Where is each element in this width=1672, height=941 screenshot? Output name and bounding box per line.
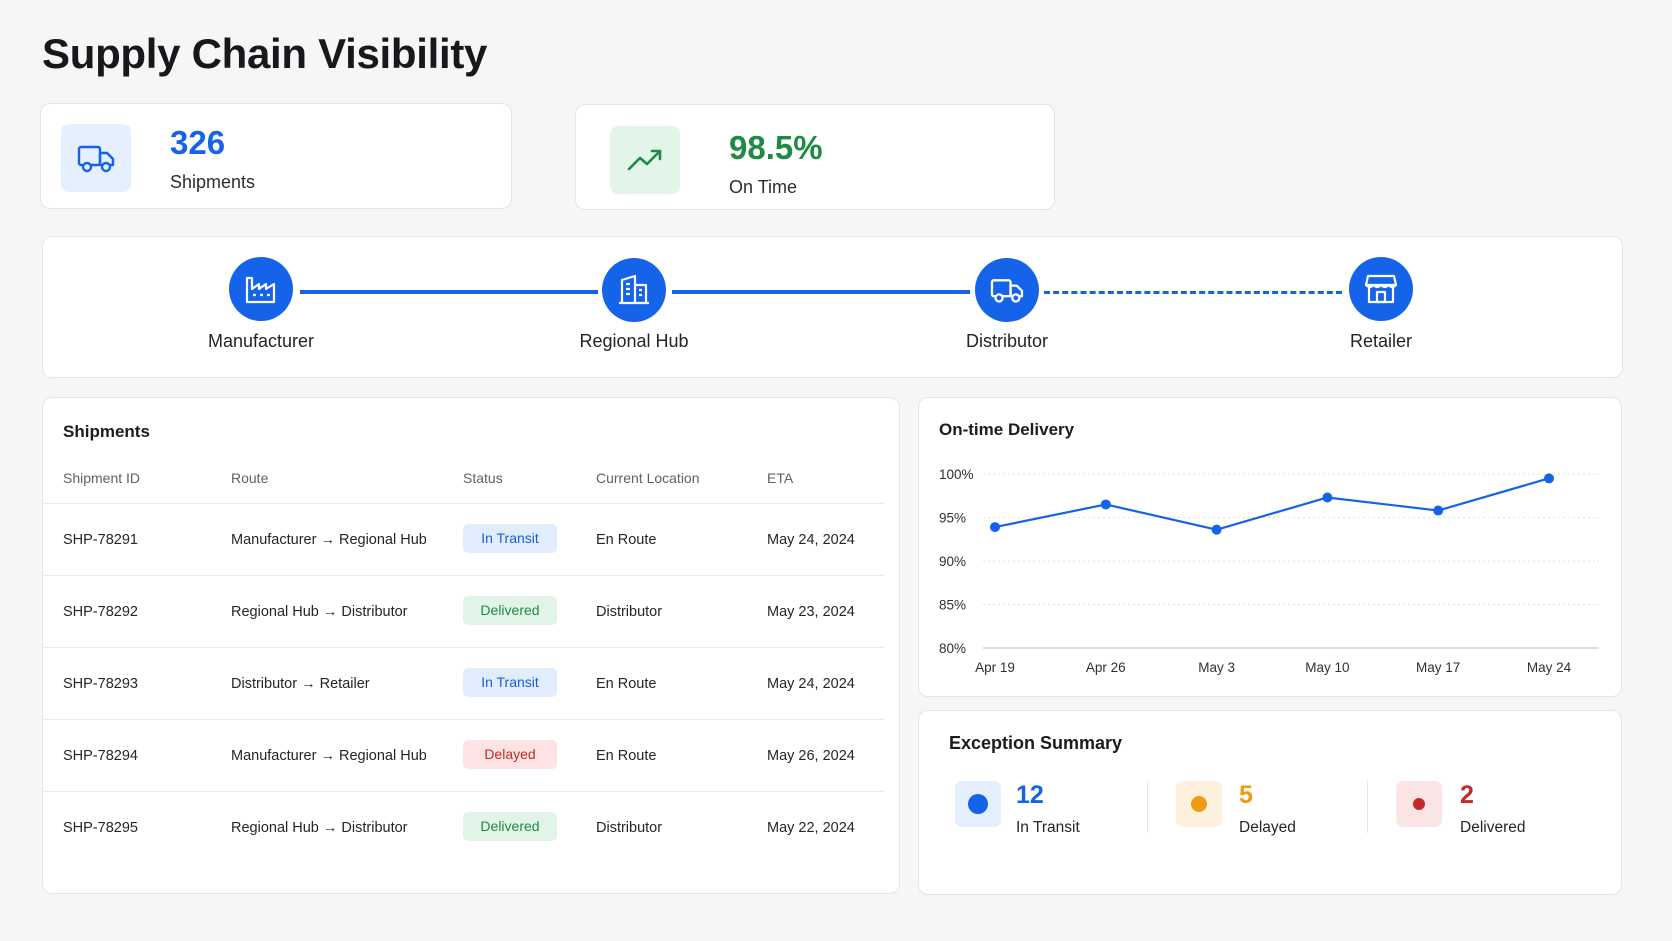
status-badge: Delivered — [463, 596, 557, 625]
series-line — [994, 477, 1550, 531]
cell-shipment-id: SHP-78294 — [63, 748, 138, 764]
x-tick-label: May 3 — [1198, 660, 1235, 675]
delayed-dot-icon — [1176, 781, 1222, 827]
truck-icon — [61, 124, 131, 192]
y-tick-label: 90% — [939, 554, 966, 569]
data-point — [1100, 499, 1111, 510]
y-tick-label: 100% — [939, 467, 974, 482]
x-tick-label: Apr 26 — [1086, 660, 1126, 675]
cell-eta: May 24, 2024 — [767, 532, 855, 548]
kpi-on-time-label: On Time — [729, 177, 798, 197]
exception-label-delayed: Delayed — [1239, 819, 1296, 836]
cell-route: Regional Hub → Distributor — [231, 604, 408, 620]
shipments-table-title: Shipments — [63, 422, 150, 441]
connector-distributor-retailer — [1044, 291, 1342, 294]
store-icon — [1364, 274, 1398, 304]
truck-icon — [990, 279, 1024, 303]
status-badge: Delivered — [463, 812, 557, 841]
page-title: Supply Chain Visibility — [42, 30, 488, 77]
data-point — [1544, 473, 1554, 484]
table-row[interactable]: SHP-78294 Manufacturer → Regional Hub De… — [43, 719, 885, 792]
column-header-eta[interactable]: ETA — [767, 470, 794, 486]
kpi-on-time-value: 98.5% — [729, 129, 823, 166]
factory-icon — [245, 276, 276, 304]
cell-location: Distributor — [596, 820, 663, 836]
divider — [1147, 781, 1148, 833]
stage-regional-hub[interactable] — [602, 258, 666, 322]
exception-label-in-transit: In Transit — [1016, 819, 1080, 836]
stage-label-retailer: Retailer — [1349, 331, 1413, 351]
table-row[interactable]: SHP-78292 Regional Hub → Distributor Del… — [43, 575, 885, 648]
kpi-card-shipments[interactable]: 326 Shipments — [40, 103, 512, 209]
on-time-delivery-chart: 80% 85% 90% 95% 100% Apr 19 Apr 26 May 3 May 10 M… — [939, 467, 1599, 675]
connector-hub-distributor — [672, 290, 970, 294]
data-point — [1433, 505, 1444, 516]
column-header-route[interactable]: Route — [231, 470, 269, 486]
data-point — [1211, 524, 1222, 535]
cell-route: Regional Hub → Distributor — [231, 820, 408, 836]
supply-chain-pipeline: Manufacturer Regional Hub Distributor Re… — [42, 236, 1623, 378]
cell-shipment-id: SHP-78291 — [63, 532, 138, 548]
exception-summary-card: Exception Summary 12 In Transit 5 Delaye… — [918, 710, 1622, 895]
stage-distributor[interactable] — [975, 258, 1039, 322]
cell-shipment-id: SHP-78293 — [63, 676, 138, 692]
exception-summary-title: Exception Summary — [949, 733, 1123, 753]
table-row[interactable]: SHP-78293 Distributor → Retailer In Tran… — [43, 647, 885, 720]
divider — [1367, 781, 1368, 833]
y-tick-label: 95% — [939, 511, 966, 526]
connector-manufacturer-hub — [300, 290, 598, 294]
exception-count-delayed: 5 — [1239, 781, 1253, 809]
data-point — [990, 522, 1000, 533]
table-row[interactable]: SHP-78291 Manufacturer → Regional Hub In… — [43, 503, 885, 576]
cell-shipment-id: SHP-78295 — [63, 820, 138, 836]
x-tick-label: May 10 — [1305, 660, 1349, 675]
delivered-dot-icon — [1396, 781, 1442, 827]
column-header-location[interactable]: Current Location — [596, 470, 700, 486]
column-header-shipment-id[interactable]: Shipment ID — [63, 470, 141, 486]
y-tick-label: 85% — [939, 598, 966, 613]
x-tick-label: Apr 19 — [975, 660, 1015, 675]
stage-label-distributor: Distributor — [965, 331, 1049, 351]
cell-route: Manufacturer → Regional Hub — [231, 748, 427, 764]
cell-location: En Route — [596, 532, 657, 548]
on-time-chart-card: On-time Delivery 80% 85% 90% 95% 100% Apr 19 A… — [918, 397, 1622, 697]
table-row[interactable]: SHP-78295 Regional Hub → Distributor Del… — [43, 791, 885, 864]
cell-eta: May 22, 2024 — [767, 820, 855, 836]
exception-label-delivered: Delivered — [1460, 819, 1526, 836]
kpi-card-on-time[interactable]: 98.5% On Time — [575, 104, 1055, 210]
exception-count-delivered: 2 — [1460, 781, 1474, 809]
cell-route: Distributor → Retailer — [231, 676, 370, 692]
status-badge: In Transit — [463, 668, 557, 697]
stage-label-regional-hub: Regional Hub — [579, 331, 689, 351]
cell-shipment-id: SHP-78292 — [63, 604, 138, 620]
data-point — [1322, 492, 1333, 503]
cell-eta: May 26, 2024 — [767, 748, 855, 764]
cell-eta: May 24, 2024 — [767, 676, 855, 692]
cell-location: Distributor — [596, 604, 663, 620]
shipments-table-card: Shipments Shipment ID Route Status Curre… — [42, 397, 900, 894]
kpi-shipments-label: Shipments — [170, 172, 256, 192]
trending-up-icon — [610, 126, 680, 194]
cell-eta: May 23, 2024 — [767, 604, 855, 620]
kpi-shipments-value: 326 — [170, 124, 226, 161]
in-transit-dot-icon — [955, 781, 1001, 827]
stage-label-manufacturer: Manufacturer — [207, 331, 315, 351]
y-tick-label: 80% — [939, 641, 966, 656]
stage-manufacturer[interactable] — [229, 257, 293, 321]
cell-location: En Route — [596, 676, 657, 692]
cell-route: Manufacturer → Regional Hub — [231, 532, 427, 548]
cell-location: En Route — [596, 748, 657, 764]
exception-count-in-transit: 12 — [1016, 781, 1044, 809]
building-icon — [619, 274, 649, 305]
x-tick-label: May 24 — [1527, 660, 1572, 675]
x-tick-label: May 17 — [1416, 660, 1460, 675]
column-header-status[interactable]: Status — [463, 470, 503, 486]
chart-title: On-time Delivery — [939, 420, 1075, 439]
status-badge: Delayed — [463, 740, 557, 769]
stage-retailer[interactable] — [1349, 257, 1413, 321]
status-badge: In Transit — [463, 524, 557, 553]
